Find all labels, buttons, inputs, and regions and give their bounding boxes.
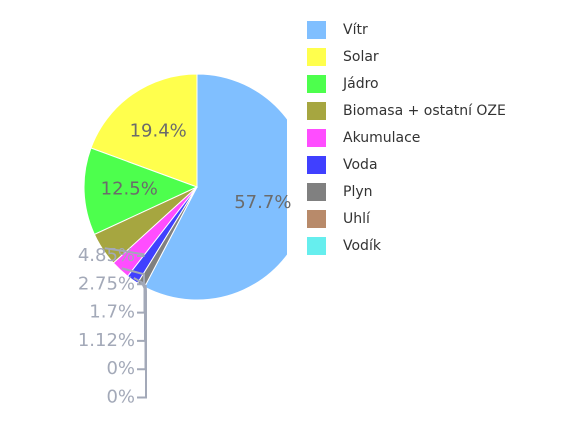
legend-label: Plyn	[343, 184, 373, 200]
legend-label: Jádro	[342, 76, 379, 92]
value-label: 1.12%	[78, 330, 135, 351]
pie-slice	[83, 147, 199, 236]
leader-line	[104, 247, 145, 257]
legend-label: Akumulace	[343, 130, 420, 146]
legend-label: Biomasa + ostatní OZE	[343, 103, 506, 119]
legend-label: Vítr	[343, 22, 368, 38]
value-label: 0%	[106, 387, 135, 408]
legend-label: Uhlí	[343, 211, 371, 227]
leader-line	[137, 284, 147, 399]
legend-label: Voda	[343, 157, 378, 173]
value-label: 1.7%	[89, 302, 135, 323]
value-label: 19.4%	[130, 120, 187, 141]
legend-swatch	[307, 183, 326, 201]
legend-swatch	[307, 48, 326, 66]
legend-swatch	[307, 21, 326, 39]
legend-swatch	[307, 75, 326, 93]
value-label: 4.85%	[78, 245, 135, 266]
legend-swatch	[307, 102, 326, 120]
value-label: 12.5%	[101, 179, 158, 200]
value-label: 2.75%	[78, 273, 135, 294]
value-label: 57.7%	[234, 192, 291, 213]
legend-swatch	[307, 129, 326, 147]
legend-label: Vodík	[343, 238, 382, 254]
legend-swatch	[307, 237, 326, 255]
legend-label: Solar	[343, 49, 379, 65]
legend-swatch	[307, 210, 326, 228]
leader-line	[121, 267, 145, 286]
pie-slice	[143, 73, 287, 301]
legend-swatch	[307, 156, 326, 174]
pie	[83, 73, 287, 301]
value-label: 0%	[106, 358, 135, 379]
pie-slice	[90, 73, 198, 188]
